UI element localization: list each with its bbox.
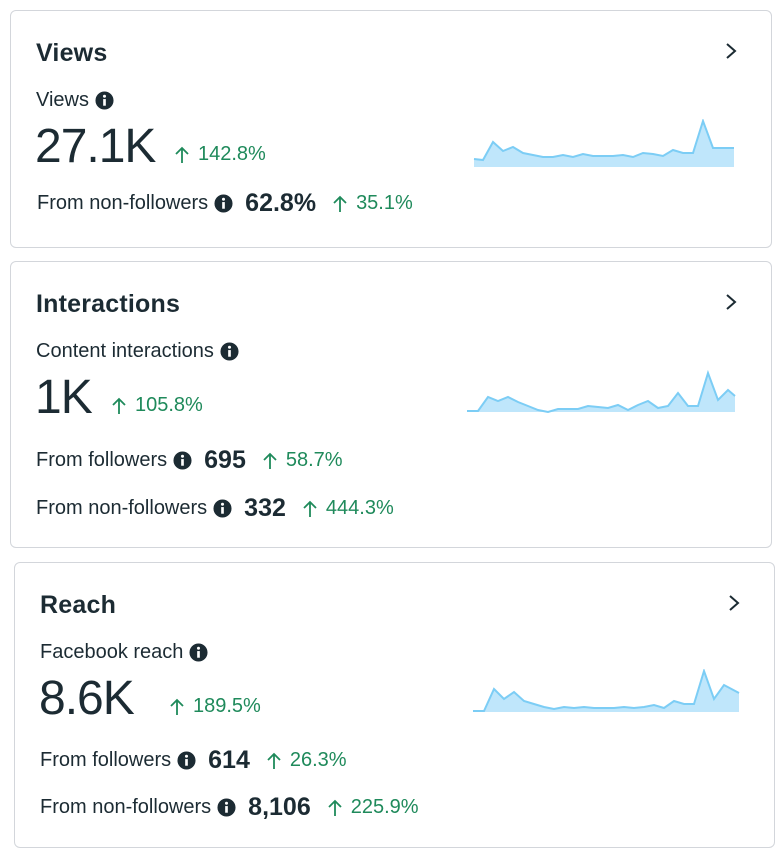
metric-value: 8.6K	[39, 672, 135, 725]
metric-label: Facebook reach	[40, 641, 208, 664]
arrow-up-icon	[175, 146, 189, 163]
card-title: Interactions	[36, 290, 181, 318]
followers-row: From followers 614 26.3%	[40, 746, 347, 775]
info-icon[interactable]	[214, 194, 233, 213]
row-delta: 35.1%	[332, 192, 413, 215]
arrow-up-icon	[112, 397, 126, 414]
row-value: 62.8%	[245, 189, 317, 217]
card-title: Views	[36, 39, 108, 67]
row-value: 614	[208, 746, 250, 774]
metric-label: Views	[36, 89, 114, 112]
info-icon[interactable]	[220, 342, 239, 361]
metric-value: 1K	[35, 371, 93, 424]
info-icon[interactable]	[213, 499, 232, 518]
non-followers-row: From non-followers 8,106 225.9%	[40, 793, 419, 822]
non-followers-row: From non-followers 62.8% 35.1%	[37, 189, 413, 218]
metric-label-text: Content interactions	[36, 340, 214, 362]
arrow-up-icon	[303, 500, 317, 517]
reach-card[interactable]: Reach Facebook reach 8.6K 189.5% From fo…	[14, 562, 775, 848]
row-delta-text: 444.3%	[325, 497, 394, 519]
card-title: Reach	[40, 591, 117, 619]
followers-row: From followers 695 58.7%	[36, 446, 343, 475]
reach-sparkline	[473, 669, 740, 712]
metric-delta: 142.8%	[174, 143, 266, 166]
chevron-right-icon[interactable]	[724, 593, 744, 613]
arrow-up-icon	[267, 752, 281, 769]
metric-delta-text: 142.8%	[198, 143, 266, 165]
metric-delta: 189.5%	[169, 695, 261, 718]
row-delta-text: 26.3%	[289, 749, 347, 771]
non-followers-row: From non-followers 332 444.3%	[36, 494, 394, 523]
row-delta: 225.9%	[327, 796, 419, 819]
row-label: From non-followers	[40, 796, 212, 818]
views-sparkline	[473, 119, 734, 167]
info-icon[interactable]	[217, 798, 236, 817]
row-delta: 444.3%	[302, 497, 394, 520]
arrow-up-icon	[263, 452, 277, 469]
interactions-card[interactable]: Interactions Content interactions 1K 105…	[10, 261, 772, 548]
metric-label-text: Views	[36, 89, 89, 111]
row-delta-text: 225.9%	[350, 796, 419, 818]
arrow-up-icon	[328, 799, 342, 816]
chevron-right-icon[interactable]	[721, 292, 741, 312]
row-label: From followers	[40, 749, 172, 771]
interactions-sparkline	[467, 369, 736, 414]
info-icon[interactable]	[173, 451, 192, 470]
arrow-up-icon	[333, 195, 347, 212]
row-delta-text: 35.1%	[356, 192, 413, 214]
metric-value: 27.1K	[35, 120, 156, 173]
info-icon[interactable]	[95, 91, 114, 110]
info-icon[interactable]	[189, 643, 208, 662]
row-value: 332	[244, 494, 286, 522]
chevron-right-icon[interactable]	[721, 41, 741, 61]
row-delta: 58.7%	[262, 449, 343, 472]
metric-delta-text: 105.8%	[135, 394, 203, 416]
row-value: 8,106	[248, 793, 311, 821]
info-icon[interactable]	[177, 751, 196, 770]
row-label: From non-followers	[37, 192, 209, 214]
arrow-up-icon	[170, 698, 184, 715]
row-label: From followers	[36, 449, 168, 471]
metric-label-text: Facebook reach	[40, 641, 184, 663]
metric-label: Content interactions	[36, 340, 239, 363]
row-delta-text: 58.7%	[285, 449, 343, 471]
row-value: 695	[204, 446, 246, 474]
row-delta: 26.3%	[266, 749, 347, 772]
metric-delta: 105.8%	[111, 394, 203, 417]
views-card[interactable]: Views Views 27.1K 142.8% From non-follow…	[10, 10, 772, 248]
row-label: From non-followers	[36, 497, 208, 519]
metric-delta-text: 189.5%	[193, 695, 261, 717]
